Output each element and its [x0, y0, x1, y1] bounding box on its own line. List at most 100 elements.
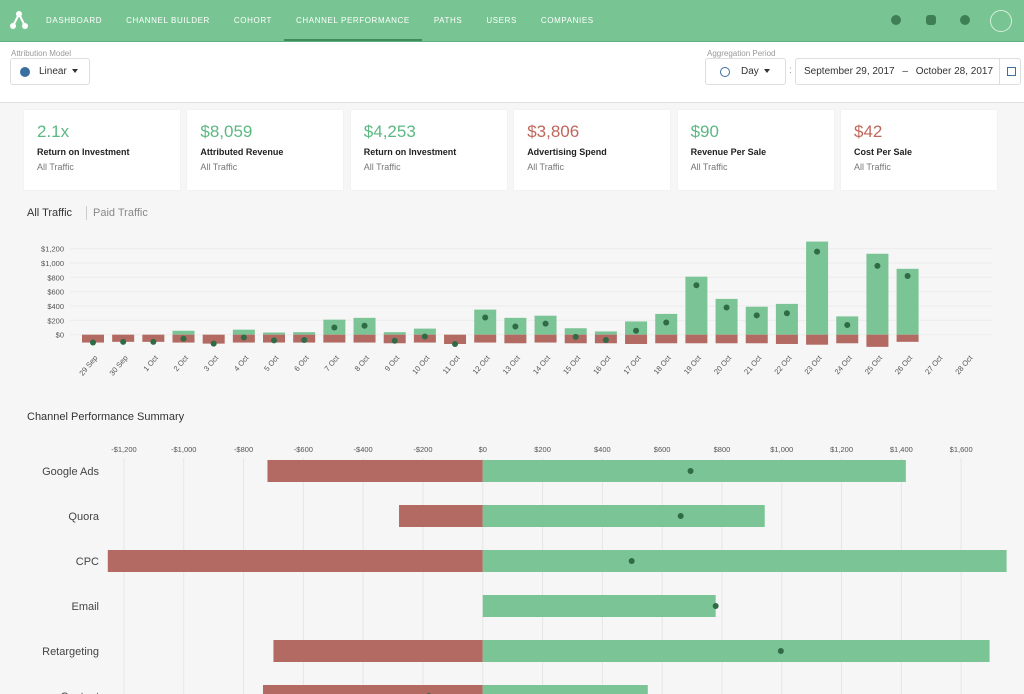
bar: [267, 460, 483, 482]
y-tick-label: $400: [47, 302, 64, 311]
separator: :: [789, 65, 792, 76]
aggregation-dropdown[interactable]: Day: [705, 58, 786, 85]
point: [628, 558, 635, 564]
bar: [685, 276, 708, 335]
x-tick-label: 8 Oct: [353, 353, 372, 373]
point: [391, 337, 398, 344]
x-tick-label: $0: [479, 445, 487, 454]
kpi-label: Revenue Per Sale: [690, 147, 767, 157]
bar: [625, 334, 648, 344]
kpi-label: Advertising Spend: [527, 147, 607, 157]
point: [904, 272, 911, 279]
point: [687, 468, 694, 474]
settings-icon[interactable]: [960, 15, 970, 25]
x-tick-label: 17 Oct: [621, 353, 643, 376]
kpi-sub: All Traffic: [854, 162, 891, 172]
point: [331, 324, 338, 331]
x-tick-label: 14 Oct: [531, 353, 553, 376]
tab[interactable]: All Traffic: [27, 207, 73, 219]
bar: [866, 334, 889, 347]
attribution-label: Attribution Model: [11, 49, 72, 58]
point: [777, 648, 784, 654]
x-tick-label: $200: [534, 445, 551, 454]
x-tick-label: -$600: [294, 445, 313, 454]
bar: [112, 334, 135, 342]
kpi-sub: All Traffic: [37, 162, 74, 172]
category-label: Content: [60, 691, 99, 694]
x-tick-label: 9 Oct: [383, 353, 402, 373]
kpi-card: $90 Revenue Per Sale All Traffic: [677, 110, 834, 190]
bar: [482, 460, 906, 482]
toolbar: Attribution Model Linear Aggregation Per…: [0, 42, 1024, 103]
tab-divider: [86, 206, 87, 220]
aggregation-value: Day: [741, 66, 759, 77]
bar: [482, 505, 765, 527]
x-tick-label: $600: [654, 445, 671, 454]
point: [814, 248, 821, 255]
calendar-button[interactable]: [999, 59, 1022, 84]
x-tick-label: -$200: [413, 445, 432, 454]
x-tick-label: 30 Sep: [108, 354, 130, 378]
bar: [482, 595, 716, 617]
kpi-value: $42: [854, 122, 883, 141]
kpi-value: 2.1x: [37, 122, 70, 141]
bar: [715, 298, 738, 335]
kpi-sub: All Traffic: [363, 162, 401, 172]
x-tick-label: 13 Oct: [501, 353, 523, 376]
point: [421, 333, 428, 340]
y-tick-label: $1,000: [41, 259, 64, 268]
y-tick-label: $1,200: [41, 245, 64, 254]
point: [512, 323, 519, 330]
x-tick-label: 15 Oct: [561, 353, 583, 376]
x-tick-label: -$400: [354, 445, 373, 454]
nav-item[interactable]: COHORT: [233, 16, 273, 25]
tab[interactable]: Paid Traffic: [93, 207, 148, 219]
attribution-dropdown[interactable]: Linear: [10, 58, 90, 85]
x-tick-label: $1,600: [950, 445, 973, 454]
nav: DASHBOARD CHANNEL BUILDER COHORT CHANNEL PE…: [34, 0, 606, 41]
nav-item[interactable]: COMPANIES: [540, 16, 594, 25]
avatar[interactable]: [990, 10, 1012, 32]
kpi-label: Cost Per Sale: [854, 147, 913, 157]
bar: [836, 334, 859, 344]
point: [693, 282, 700, 289]
x-tick-label: 12 Oct: [471, 353, 493, 376]
help-icon[interactable]: [891, 15, 901, 25]
kpi-value: $90: [690, 122, 719, 141]
calendar-icon: [1007, 67, 1016, 76]
point: [677, 513, 684, 519]
nav-item[interactable]: CHANNEL PERFORMANCE: [284, 0, 422, 41]
start-date: September 29, 2017: [804, 66, 895, 77]
kpi-card: $4,253 Return on Investment All Traffic: [350, 110, 507, 190]
nav-item[interactable]: PATHS: [433, 16, 463, 25]
kpi-label: Return on Investment: [37, 147, 130, 157]
attribution-value: Linear: [39, 66, 67, 77]
nav-item[interactable]: USERS: [486, 16, 517, 25]
bar: [534, 334, 557, 343]
date-range[interactable]: September 29, 2017 – October 28, 2017: [795, 58, 1021, 85]
point: [712, 603, 719, 609]
nav-item[interactable]: DASHBOARD: [46, 16, 103, 25]
point: [663, 319, 670, 326]
bar: [82, 334, 104, 343]
chat-icon[interactable]: [926, 15, 936, 25]
category-label: Email: [71, 601, 99, 613]
logo[interactable]: [10, 10, 28, 30]
x-tick-label: 4 Oct: [232, 353, 251, 373]
bar: [142, 334, 165, 342]
bar: [399, 505, 483, 527]
kpi-value: $8,059: [200, 122, 253, 141]
x-tick-label: 26 Oct: [893, 353, 915, 376]
point: [150, 338, 157, 345]
point: [753, 312, 760, 319]
category-label: Google Ads: [42, 466, 99, 478]
point: [180, 335, 187, 342]
kpi-label: Attributed Revenue: [200, 147, 284, 157]
nav-item[interactable]: CHANNEL BUILDER: [126, 16, 210, 25]
bar: [482, 550, 1007, 572]
x-tick-label: 16 Oct: [591, 353, 613, 376]
top-bar: DASHBOARD CHANNEL BUILDER COHORT CHANNEL PE…: [0, 0, 1024, 42]
bar: [655, 334, 678, 344]
